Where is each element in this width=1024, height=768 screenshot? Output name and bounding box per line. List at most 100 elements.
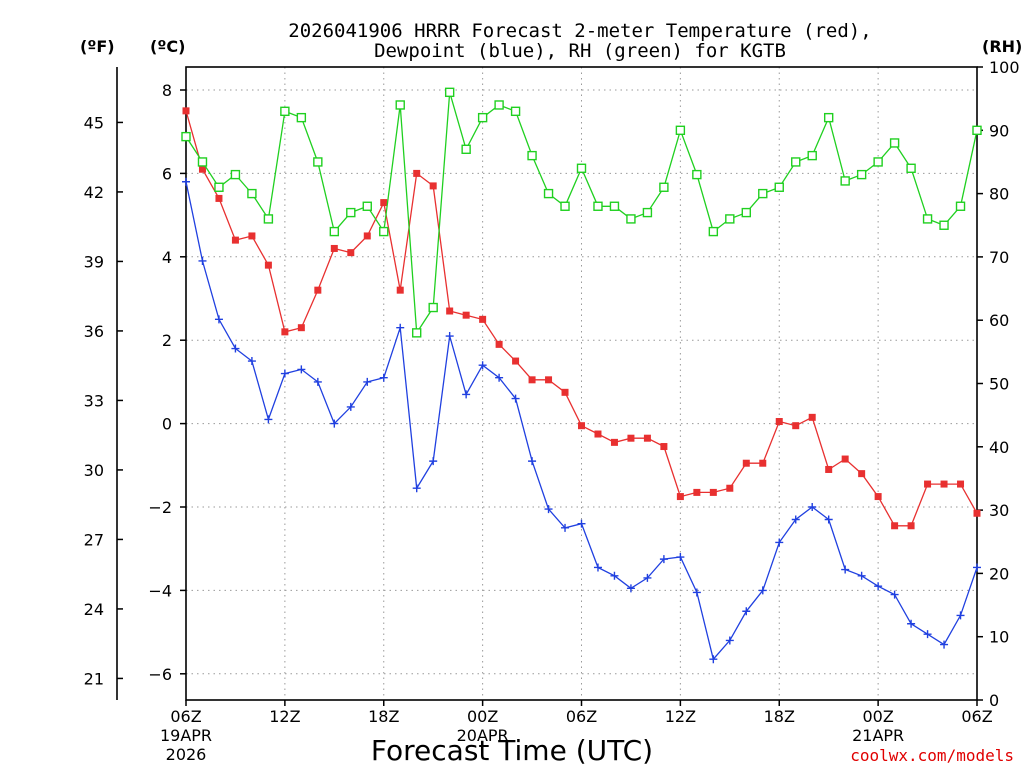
dewpoint-point [725,636,734,645]
temperature-point [297,324,305,332]
celsius-tick-label: −2 [148,498,172,517]
fahrenheit-tick-label: 21 [84,669,104,688]
x-tick-label: 20APR [457,726,509,745]
fahrenheit-tick-label: 45 [84,113,104,132]
temperature-point [578,422,585,430]
rh-point [626,214,636,224]
rh-point [214,182,224,192]
rh-point [593,201,603,211]
dewpoint-point [643,573,652,582]
x-tick-label: 06Z [961,707,992,726]
temperature-point [545,376,553,384]
temperature-point [594,430,602,438]
temperature-point [182,107,190,115]
fahrenheit-unit-label: (ºF) [80,37,115,56]
rh-point [692,169,702,180]
rh-point [494,100,504,110]
rh-point [659,182,669,192]
dewpoint-point [182,177,190,186]
rh-point [642,207,653,218]
rh-point [576,163,587,173]
dewpoint-point [544,505,553,514]
rh-point [708,226,719,237]
temperature-point [759,459,767,467]
x-tick-label: 00Z [467,707,498,726]
dewpoint-point [214,315,223,324]
axes [116,66,983,706]
chart-title-line-1: 2026041906 HRRR Forecast 2-meter Tempera… [288,20,871,42]
temperature-point [347,249,355,257]
dewpoint-point [709,655,718,664]
rh-tick-label: 40 [989,438,1009,457]
fahrenheit-tick-label: 39 [84,252,104,271]
temperature-point [248,232,256,240]
dewpoint-point [330,419,339,428]
dewpoint-point [923,630,932,639]
dewpoint-point [907,619,916,628]
dewpoint-point [593,563,602,572]
rh-point [823,112,834,123]
x-tick-label: 12Z [269,707,300,726]
temperature-point [479,315,487,323]
temperature-point [215,194,223,202]
dewpoint-point [198,256,207,265]
rh-point [543,188,554,199]
rh-point [725,214,735,224]
dewpoint-point [511,394,520,403]
rh-point [329,226,340,237]
dewpoint-point [445,332,454,341]
celsius-tick-label: 2 [162,331,172,350]
celsius-tick-label: 8 [162,81,172,100]
fahrenheit-tick-label: 24 [84,600,104,619]
temperature-point [429,182,437,190]
x-tick-label: 06Z [170,707,201,726]
temperature-point [825,465,833,473]
dewpoint-point [841,565,850,574]
celsius-tick-label: −6 [148,665,172,684]
fahrenheit-tick-label: 30 [84,461,104,480]
rh-point [247,188,257,199]
temperature-point [627,434,635,442]
temperature-point [907,522,915,530]
rh-point [527,150,537,161]
temperature-point [413,169,421,177]
rh-tick-label: 30 [989,501,1009,520]
temperature-point [380,199,388,207]
temperature-point [924,480,932,488]
rh-point [758,188,768,199]
rh-point [412,328,422,338]
rh-tick-label: 10 [989,628,1009,647]
rh-point [889,138,900,148]
temperature-point [198,165,206,173]
dewpoint-point [956,611,965,620]
temperature-point [314,286,322,294]
dewpoint-point [758,586,767,595]
rh-point [560,201,570,211]
rh-tick-label: 80 [989,185,1009,204]
dewpoint-point [857,571,866,580]
chart-title-line-2: Dewpoint (blue), RH (green) for KGTB [374,40,786,62]
celsius-tick-label: 4 [162,248,172,267]
rh-unit-label: (RH) [982,37,1022,56]
rh-point [774,182,784,192]
temperature-point [693,488,701,496]
rh-point [296,112,307,123]
temperature-point [742,459,750,467]
dewpoint-point [676,553,685,562]
rh-point [906,163,916,173]
temperature-point [973,509,981,517]
temperature-point [726,484,734,492]
celsius-unit-label: (ºC) [150,37,185,56]
dewpoint-point [462,390,471,399]
x-tick-label: 19APR [160,726,212,745]
series-rh [181,87,982,338]
dewpoint-point [775,538,784,547]
temperature-point [396,286,404,294]
dewpoint-point [626,584,635,593]
dewpoint-point [824,515,833,524]
temperature-point [643,434,651,442]
rh-tick-label: 100 [989,58,1020,77]
dewpoint-point [429,457,438,466]
temperature-point [495,340,503,348]
